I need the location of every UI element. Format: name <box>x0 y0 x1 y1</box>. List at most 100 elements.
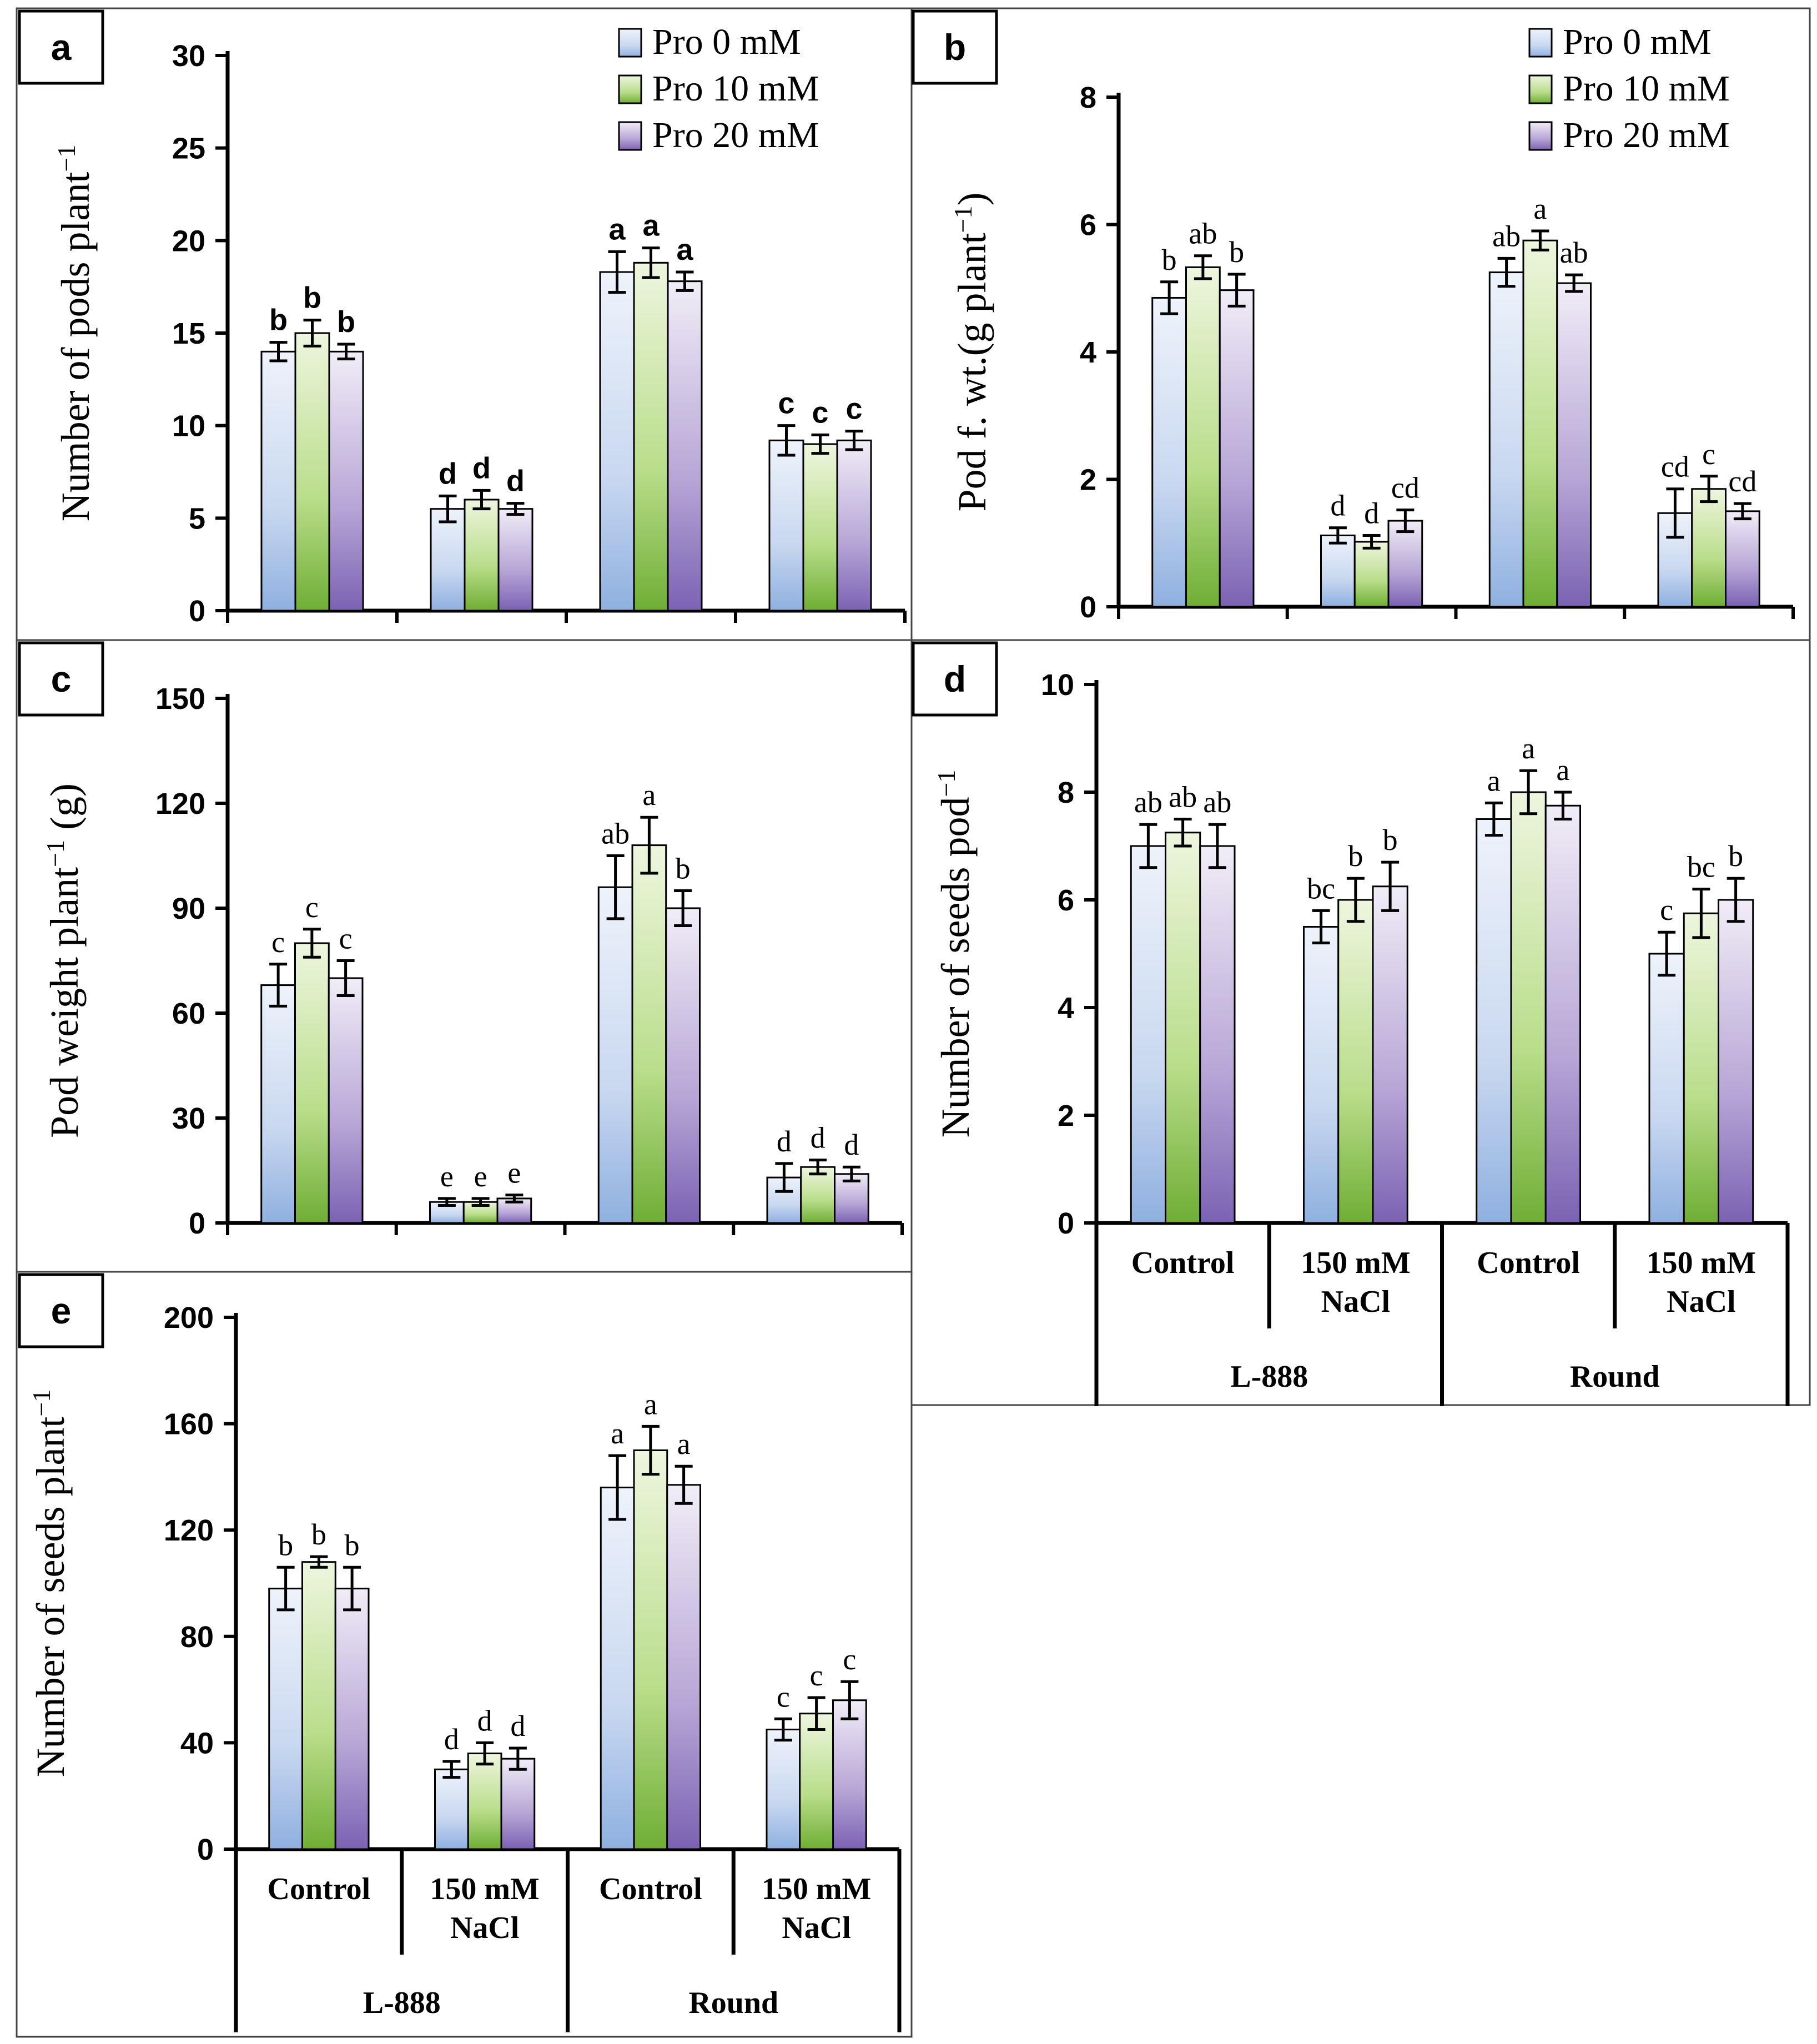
y-tick-label: 6 <box>1058 884 1074 917</box>
bar <box>1718 899 1754 1224</box>
bar <box>1725 510 1760 608</box>
y-tick-label: 0 <box>1058 1207 1074 1240</box>
significance-letter: d <box>506 465 525 498</box>
bar <box>1476 818 1512 1224</box>
significance-letter: b <box>1162 243 1177 276</box>
y-tick-label: 0 <box>1080 591 1096 624</box>
y-tick-label: 60 <box>172 997 205 1030</box>
bar <box>294 332 330 612</box>
chart-panel-b: b 0 2 4 6 8 Pod f. wt.(g plant−1) b d ab cd ab d a c b c… <box>912 9 1795 624</box>
significance-letter: b <box>1348 839 1363 873</box>
bar <box>1556 282 1592 608</box>
bar <box>1337 899 1374 1224</box>
bar <box>1488 271 1524 608</box>
significance-letter: c <box>1660 893 1673 927</box>
panel-letter-box <box>18 641 104 717</box>
y-axis-label: Number of pods plant−1 <box>52 145 98 522</box>
x-category-label: NaCl <box>1321 1285 1390 1319</box>
panel-d-frame <box>910 639 1811 1406</box>
y-tick-label: 2 <box>1080 464 1096 497</box>
panel-letter: e <box>51 1290 72 1331</box>
y-tick-label: 25 <box>172 132 205 165</box>
y-tick-label: 2 <box>1058 1099 1074 1132</box>
chart-panel-a: a 0 5 10 15 20 25 30 Number of pods plant−1 b d a c b… <box>18 9 907 628</box>
significance-letter: ab <box>1492 219 1521 253</box>
bar <box>1683 912 1719 1224</box>
significance-letter: a <box>1522 732 1535 765</box>
y-axis-label-exponent: −1 <box>932 770 960 797</box>
x-category-label: 150 mM <box>1301 1246 1411 1280</box>
panel-e-frame <box>16 1271 913 2038</box>
significance-letter: cd <box>1661 450 1689 484</box>
significance-letter: b <box>1728 839 1743 873</box>
legend-label: Pro 10 mM <box>652 68 819 109</box>
y-axis-label-exponent: −1 <box>52 145 80 172</box>
x-category-label: Control <box>1131 1246 1235 1280</box>
significance-letter: b <box>278 1528 293 1562</box>
significance-letter: d <box>1330 489 1345 522</box>
significance-letter: a <box>1556 753 1569 787</box>
bar <box>633 261 669 612</box>
y-tick-label: 200 <box>164 1301 214 1335</box>
y-tick-label: 0 <box>189 1207 205 1240</box>
panel-letter: a <box>51 27 72 68</box>
bar <box>301 1561 336 1850</box>
y-tick-label: 4 <box>1080 336 1096 369</box>
significance-letter: d <box>1364 496 1379 530</box>
significance-letter: a <box>1533 192 1547 225</box>
legend-swatch <box>618 28 642 58</box>
bar <box>464 499 500 612</box>
significance-letter: ab <box>1169 781 1197 814</box>
legend-swatch <box>1528 74 1553 104</box>
x-category-label: NaCl <box>450 1911 519 1945</box>
legend-label: Pro 20 mM <box>1563 115 1730 155</box>
bar <box>1303 926 1340 1224</box>
significance-letter: b <box>269 304 288 337</box>
y-tick-label: 120 <box>155 787 205 820</box>
significance-letter: a <box>644 1387 657 1421</box>
y-axis-label-exponent: −1 <box>27 1389 56 1417</box>
significance-letter: e <box>440 1160 454 1193</box>
significance-letter: cd <box>1391 471 1420 505</box>
significance-letter: d <box>844 1128 859 1161</box>
significance-letter: c <box>1702 437 1715 471</box>
bar <box>1151 296 1187 608</box>
significance-letter: e <box>507 1156 521 1190</box>
bar <box>260 984 296 1224</box>
y-tick-label: 30 <box>172 39 205 73</box>
bar <box>1510 791 1547 1224</box>
significance-letter: ab <box>1560 236 1588 269</box>
significance-letter: a <box>676 233 693 266</box>
y-tick-label: 8 <box>1080 81 1096 114</box>
bar <box>666 1484 701 1850</box>
significance-letter: a <box>642 778 656 812</box>
y-axis-label-exponent: −1 <box>949 206 977 233</box>
y-tick-label: 8 <box>1058 776 1074 809</box>
y-tick-label: 10 <box>172 410 205 443</box>
y-axis-label: Number of seeds plant−1 <box>27 1389 73 1778</box>
y-axis-label: Pod weight plant−1 (g) <box>41 783 87 1138</box>
significance-letter: b <box>337 305 355 339</box>
significance-letter: c <box>271 925 285 959</box>
bar <box>597 886 633 1224</box>
bar <box>766 1728 801 1850</box>
significance-letter: ab <box>1189 217 1217 250</box>
y-tick-label: 5 <box>189 502 205 535</box>
bar <box>467 1753 502 1850</box>
bar <box>633 1449 668 1850</box>
significance-letter: c <box>339 922 353 955</box>
y-tick-label: 0 <box>189 595 205 628</box>
significance-letter: a <box>677 1427 691 1461</box>
x-category-label: Control <box>599 1872 702 1906</box>
significance-letter: d <box>777 1125 792 1158</box>
significance-letter: cd <box>1728 465 1756 498</box>
bar <box>832 1699 867 1850</box>
legend-label: Pro 0 mM <box>652 22 801 62</box>
bar <box>334 1588 370 1850</box>
y-tick-label: 80 <box>180 1620 214 1654</box>
significance-letter: ab <box>1134 786 1162 819</box>
significance-letter: c <box>843 1643 856 1676</box>
